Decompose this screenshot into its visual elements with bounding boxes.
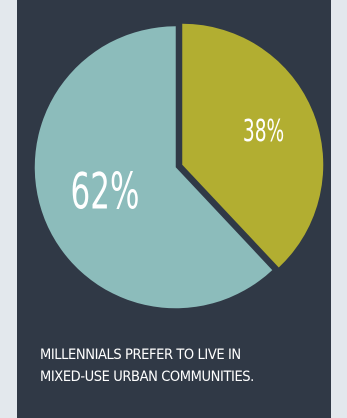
pie-slice-38 [182,23,324,268]
pie-label-38: 38% [243,113,284,148]
pie-chart: 38% 62% [34,23,324,309]
pie-slice-62 [34,26,273,309]
caption-line-1: MILLENNIALS PREFER TO LIVE IN [40,347,241,363]
pie-label-62: 62% [71,162,140,221]
caption-line-2: MIXED-USE URBAN COMMUNITIES. [40,369,254,385]
caption: MILLENNIALS PREFER TO LIVE IN MIXED-USE … [40,344,301,388]
infographic-panel: 38% 62% MILLENNIALS PREFER TO LIVE IN MIX… [17,0,331,418]
